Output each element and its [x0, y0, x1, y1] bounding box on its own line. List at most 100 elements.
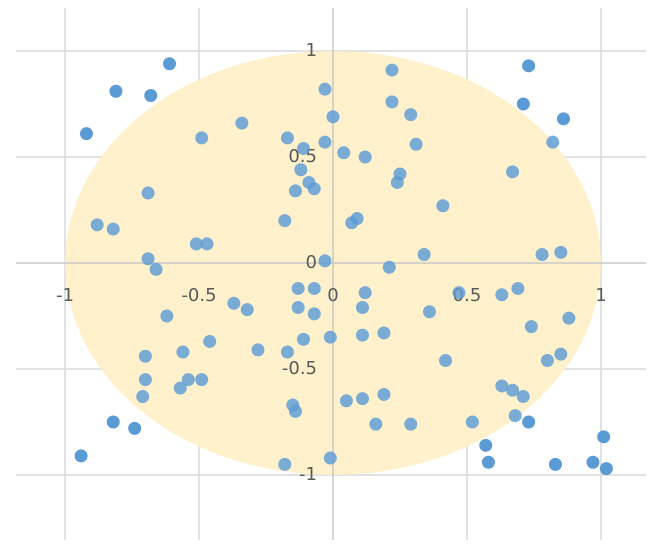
- data-point: [439, 354, 453, 368]
- data-point: [90, 218, 104, 232]
- data-point: [516, 390, 530, 404]
- data-point: [436, 199, 450, 213]
- data-point: [508, 409, 522, 423]
- data-point: [355, 392, 369, 406]
- data-point: [337, 146, 351, 160]
- data-point: [294, 163, 308, 177]
- data-point: [358, 150, 372, 164]
- data-point: [149, 262, 163, 276]
- data-point: [409, 137, 423, 151]
- data-point: [345, 216, 359, 230]
- data-point: [404, 108, 418, 122]
- data-point: [586, 455, 600, 469]
- data-point: [385, 63, 399, 77]
- data-point: [240, 303, 254, 317]
- data-point: [323, 451, 337, 465]
- data-point: [136, 390, 150, 404]
- data-point: [74, 449, 88, 463]
- data-point: [163, 57, 177, 71]
- data-point: [106, 222, 120, 236]
- data-point: [280, 131, 294, 145]
- data-point: [307, 281, 321, 295]
- data-point: [495, 288, 509, 302]
- data-point: [288, 184, 302, 198]
- data-point: [141, 186, 155, 200]
- data-point: [138, 349, 152, 363]
- data-point: [227, 296, 241, 310]
- data-point: [195, 373, 209, 387]
- data-point: [318, 82, 332, 96]
- data-point: [554, 347, 568, 361]
- data-point: [318, 135, 332, 149]
- data-point: [323, 330, 337, 344]
- data-point: [522, 59, 536, 73]
- data-point: [297, 142, 311, 156]
- data-point: [176, 345, 190, 359]
- data-point: [452, 286, 466, 300]
- data-point: [278, 457, 292, 471]
- data-point: [546, 135, 560, 149]
- data-point: [481, 455, 495, 469]
- data-point: [556, 112, 570, 126]
- data-point: [390, 175, 404, 189]
- data-point: [200, 237, 214, 251]
- data-point: [355, 301, 369, 315]
- data-point: [522, 415, 536, 429]
- data-point: [138, 373, 152, 387]
- data-point: [540, 354, 554, 368]
- data-point: [109, 84, 123, 98]
- data-point: [417, 248, 431, 262]
- data-point: [307, 182, 321, 196]
- data-point: [465, 415, 479, 429]
- tick-labels: -1 -0.5 0 0.5 110.50-0.5-1: [56, 40, 607, 485]
- x-tick-label: -1: [56, 285, 74, 306]
- data-point: [358, 286, 372, 300]
- data-point: [291, 301, 305, 315]
- data-point: [385, 95, 399, 109]
- data-point: [562, 311, 576, 325]
- data-point: [128, 421, 142, 435]
- y-tick-label: -0.5: [282, 358, 317, 379]
- data-point: [288, 404, 302, 418]
- data-point: [307, 307, 321, 321]
- data-point: [297, 332, 311, 346]
- y-tick-label: -1: [299, 464, 317, 485]
- data-point: [181, 373, 195, 387]
- data-point: [173, 381, 187, 395]
- data-point: [511, 281, 525, 295]
- data-point: [355, 328, 369, 342]
- y-tick-label: 1: [306, 40, 317, 61]
- data-point: [554, 245, 568, 259]
- data-point: [382, 260, 396, 274]
- data-point: [597, 430, 611, 444]
- data-point: [516, 97, 530, 111]
- data-point: [280, 345, 294, 359]
- data-point: [251, 343, 265, 357]
- data-point: [339, 394, 353, 408]
- data-point: [404, 417, 418, 431]
- data-point: [235, 116, 249, 130]
- data-point: [524, 320, 538, 334]
- x-tick-label: 0: [327, 285, 338, 306]
- x-tick-label: 1: [595, 285, 606, 306]
- data-point: [599, 462, 613, 476]
- data-point: [479, 438, 493, 452]
- data-point: [506, 165, 520, 179]
- data-point: [106, 415, 120, 429]
- data-point: [203, 334, 217, 348]
- data-point: [506, 383, 520, 397]
- data-point: [291, 281, 305, 295]
- data-point: [326, 110, 340, 124]
- data-point: [535, 248, 549, 262]
- y-tick-label: 0: [306, 252, 317, 273]
- data-points: [74, 57, 613, 476]
- x-tick-label: -0.5: [181, 285, 216, 306]
- data-point: [141, 252, 155, 266]
- data-point: [195, 131, 209, 145]
- data-point: [144, 89, 158, 103]
- y-tick-label: 0.5: [288, 146, 317, 167]
- data-point: [160, 309, 174, 323]
- data-point: [548, 457, 562, 471]
